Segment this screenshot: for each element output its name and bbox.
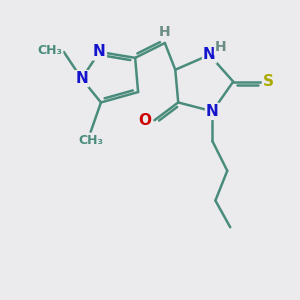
Text: N: N xyxy=(203,47,216,62)
Text: H: H xyxy=(159,25,171,39)
Text: CH₃: CH₃ xyxy=(78,134,103,147)
Text: S: S xyxy=(263,74,274,89)
Text: H: H xyxy=(215,40,226,55)
Text: O: O xyxy=(139,113,152,128)
Text: CH₃: CH₃ xyxy=(37,44,62,57)
Text: N: N xyxy=(93,44,106,59)
Text: N: N xyxy=(206,104,219,119)
Text: N: N xyxy=(75,71,88,86)
